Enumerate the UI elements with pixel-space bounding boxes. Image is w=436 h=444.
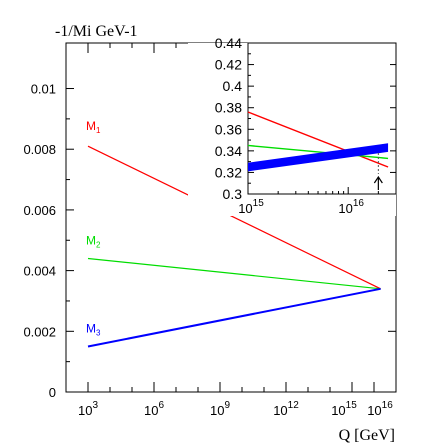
x-tick-label: 106 (144, 400, 164, 418)
series-label-base: M (86, 321, 96, 335)
x-tick-label: 109 (210, 400, 230, 418)
x-tick-label: 103 (78, 400, 98, 418)
x-tick-label-exponent: 3 (92, 400, 98, 411)
x-tick-label-exponent: 16 (382, 400, 394, 411)
series-label-subscript: 2 (96, 240, 101, 249)
series-line-m2 (87, 257, 381, 290)
x-tick-label-base: 10 (78, 403, 92, 418)
series-line-m3 (87, 287, 381, 348)
series-line-m1 (87, 145, 381, 290)
inset-x-tick-label-base: 10 (238, 201, 252, 216)
inset-y-tick-label: 0.4 (223, 78, 243, 94)
x-tick-label: 1015 (331, 400, 357, 418)
inset-y-tick-label: 0.44 (215, 35, 242, 51)
x-tick-label-base: 10 (367, 403, 381, 418)
x-tick-label-base: 10 (273, 403, 287, 418)
x-tick-label-exponent: 15 (346, 400, 358, 411)
inset-y-tick-label: 0.34 (215, 143, 242, 159)
inset-y-tick-label: 0.36 (215, 121, 242, 137)
inset-y-tick-label: 0.32 (215, 164, 242, 180)
inset-x-tick-label-base: 10 (338, 201, 352, 216)
inset-band-m3 (248, 143, 389, 172)
series-label-base: M (86, 233, 96, 247)
inset-y-tick-label: 0.42 (215, 57, 242, 73)
x-tick-label-exponent: 9 (224, 400, 230, 411)
series-label-base: M (86, 119, 96, 133)
inset-x-tick-label: 1016 (338, 198, 364, 216)
y-tick-label: 0.002 (23, 324, 56, 339)
inset-x-tick-label-exponent: 15 (253, 198, 265, 209)
x-tick-label-base: 10 (144, 403, 158, 418)
x-tick-label-exponent: 6 (158, 400, 164, 411)
x-tick-label-base: 10 (331, 403, 345, 418)
x-tick-label: 1016 (367, 400, 393, 418)
series-label-m2: M2 (86, 233, 101, 249)
inset-x-tick-label-exponent: 16 (353, 198, 365, 209)
x-axis-label: Q [GeV] (339, 427, 395, 444)
inset-line-m1 (247, 111, 389, 168)
x-tick-label-base: 10 (210, 403, 224, 418)
y-tick-label: 0 (49, 385, 56, 400)
y-axis-label: -1/Mi GeV-1 (55, 23, 138, 40)
y-tick-label: 0.01 (31, 82, 56, 97)
inset-y-tick-label: 0.38 (215, 100, 242, 116)
x-tick-label: 1012 (273, 400, 299, 418)
x-tick-label-exponent: 12 (288, 400, 300, 411)
series-label-m3: M3 (86, 321, 101, 337)
series-label-subscript: 1 (96, 126, 101, 135)
inset-marker-arrow-head (373, 175, 383, 184)
inset-y-tick-label: 0.3 (223, 186, 243, 202)
inset-x-tick-label: 1015 (238, 198, 264, 216)
series-label-subscript: 3 (96, 328, 101, 337)
y-tick-label: 0.004 (23, 264, 56, 279)
y-tick-label: 0.008 (23, 142, 56, 157)
y-tick-label: 0.006 (23, 203, 56, 218)
series-label-m1: M1 (86, 119, 101, 135)
inset-line-m2 (247, 144, 389, 160)
